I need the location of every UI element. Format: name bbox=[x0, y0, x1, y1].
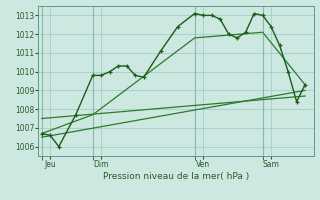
X-axis label: Pression niveau de la mer( hPa ): Pression niveau de la mer( hPa ) bbox=[103, 172, 249, 181]
